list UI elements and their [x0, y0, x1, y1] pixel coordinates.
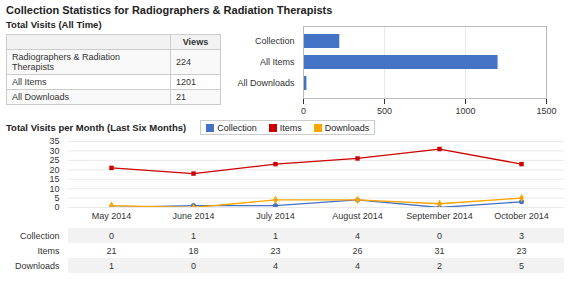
svg-text:5: 5 — [54, 193, 59, 203]
html-text:Downloads: Downloads — [324, 122, 370, 133]
svg-text:1: 1 — [109, 261, 114, 271]
html-text:1201: 1201 — [175, 77, 196, 87]
svg-text:Collection: Collection — [255, 36, 295, 46]
svg-text:26: 26 — [352, 246, 362, 256]
svg-text:1: 1 — [273, 231, 278, 241]
svg-text:21: 21 — [106, 246, 116, 256]
svg-text:5: 5 — [519, 261, 524, 271]
svg-text:0: 0 — [191, 261, 196, 271]
svg-text:0: 0 — [301, 106, 306, 116]
html-text:Collection Statistics for Radi: Collection Statistics for Radiographers … — [6, 4, 333, 16]
svg-text:23: 23 — [516, 246, 526, 256]
html-text:All Items: All Items — [12, 77, 47, 87]
svg-text:15: 15 — [49, 174, 59, 184]
html-text:Items: Items — [279, 122, 302, 133]
svg-text:Collection: Collection — [20, 231, 60, 241]
html-text:224: 224 — [175, 57, 191, 67]
html-text:Collection: Collection — [217, 122, 257, 133]
svg-text:23: 23 — [270, 246, 280, 256]
html-text:All Downloads: All Downloads — [12, 92, 69, 102]
svg-text:500: 500 — [377, 106, 392, 116]
html-text:Total Visits per Month (Last S: Total Visits per Month (Last Six Months) — [6, 122, 187, 133]
svg-text:1500: 1500 — [536, 106, 556, 116]
svg-text:25: 25 — [49, 155, 59, 165]
svg-text:1000: 1000 — [455, 106, 475, 116]
svg-text:35: 35 — [49, 136, 59, 146]
svg-text:October 2014: October 2014 — [494, 211, 549, 221]
svg-text:Items: Items — [37, 246, 60, 256]
svg-text:4: 4 — [355, 261, 360, 271]
html-text:Radiographers & Radiation Ther: Radiographers & Radiation Therapists — [12, 52, 121, 72]
svg-text:May 2014: May 2014 — [92, 211, 132, 221]
svg-text:0: 0 — [437, 231, 442, 241]
svg-text:July 2014: July 2014 — [256, 211, 295, 221]
svg-text:1: 1 — [191, 231, 196, 241]
svg-text:20: 20 — [49, 165, 59, 175]
svg-text:31: 31 — [434, 246, 444, 256]
svg-text:4: 4 — [355, 231, 360, 241]
svg-text:Downloads: Downloads — [15, 261, 60, 271]
svg-text:June 2014: June 2014 — [172, 211, 214, 221]
svg-text:All Downloads: All Downloads — [237, 78, 295, 88]
svg-text:August 2014: August 2014 — [332, 211, 383, 221]
svg-text:0: 0 — [54, 202, 59, 211]
svg-text:3: 3 — [519, 231, 524, 241]
svg-text:10: 10 — [49, 184, 59, 194]
html-text:Views: Views — [182, 37, 209, 47]
svg-text:2: 2 — [437, 261, 442, 271]
svg-text:30: 30 — [49, 146, 59, 156]
svg-text:18: 18 — [188, 246, 198, 256]
svg-text:September 2014: September 2014 — [406, 211, 473, 221]
html-text:Total Visits (All Time): Total Visits (All Time) — [6, 19, 102, 30]
svg-text:All Items: All Items — [260, 57, 295, 67]
svg-text:4: 4 — [273, 261, 278, 271]
html-text:21: 21 — [175, 92, 186, 102]
svg-text:0: 0 — [109, 231, 114, 241]
